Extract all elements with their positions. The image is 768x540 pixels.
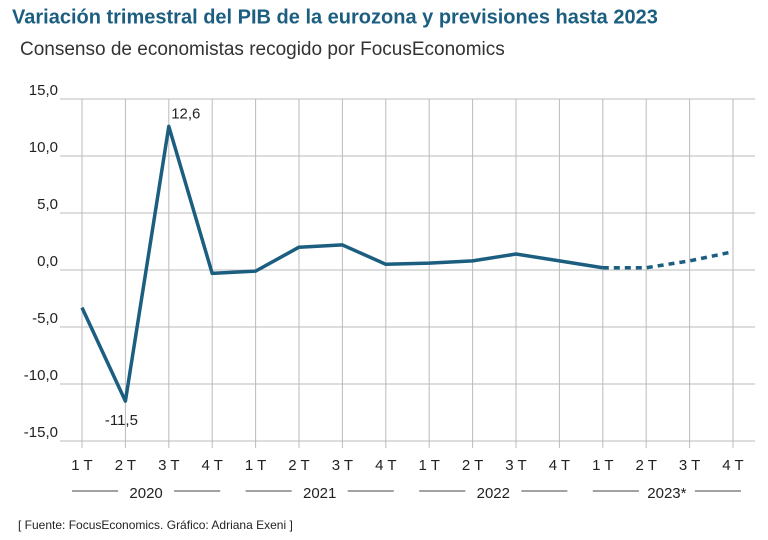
x-tick-label: 1 T	[71, 457, 92, 474]
year-label-bg	[118, 483, 175, 501]
y-tick-label: 15,0	[29, 82, 58, 99]
x-tick-label: 2 T	[462, 457, 483, 474]
year-label-bg	[638, 483, 695, 501]
year-label: 2023*	[647, 485, 686, 502]
forecast-line	[602, 250, 734, 270]
year-label-bg	[465, 483, 522, 501]
data-label: 12,6	[171, 105, 200, 122]
x-tick-label: 1 T	[592, 457, 613, 474]
y-tick-label: -10,0	[24, 367, 58, 384]
x-tick-label: 2 T	[115, 457, 136, 474]
x-tick-label: 3 T	[679, 457, 700, 474]
data-label: -11,5	[105, 412, 138, 429]
x-tick-label: 4 T	[375, 457, 396, 474]
x-tick-label: 3 T	[505, 457, 526, 474]
y-tick-label: 0,0	[37, 253, 58, 270]
source-note: [ Fuente: FocusEconomics. Gráfico: Adria…	[18, 518, 293, 532]
x-tick-label: 2 T	[288, 457, 309, 474]
year-label: 2020	[129, 485, 162, 502]
x-tick-label: 3 T	[158, 457, 179, 474]
x-tick-label: 3 T	[332, 457, 353, 474]
x-tick-label: 2 T	[635, 457, 656, 474]
x-tick-label: 4 T	[201, 457, 222, 474]
x-tick-label: 4 T	[722, 457, 743, 474]
year-label-bg	[291, 483, 348, 501]
year-label: 2021	[303, 485, 336, 502]
chart-subtitle: Consenso de economistas recogido por Foc…	[20, 39, 505, 60]
x-tick-label: 4 T	[549, 457, 570, 474]
y-tick-label: -5,0	[32, 310, 58, 327]
y-tick-label: -15,0	[24, 424, 58, 441]
data-line	[80, 124, 604, 403]
y-tick-label: 5,0	[37, 196, 58, 213]
chart-title: Variación trimestral del PIB de la euroz…	[12, 6, 658, 28]
y-tick-label: 10,0	[29, 139, 58, 156]
x-tick-label: 1 T	[418, 457, 439, 474]
year-label: 2022	[477, 485, 510, 502]
x-tick-label: 1 T	[245, 457, 266, 474]
